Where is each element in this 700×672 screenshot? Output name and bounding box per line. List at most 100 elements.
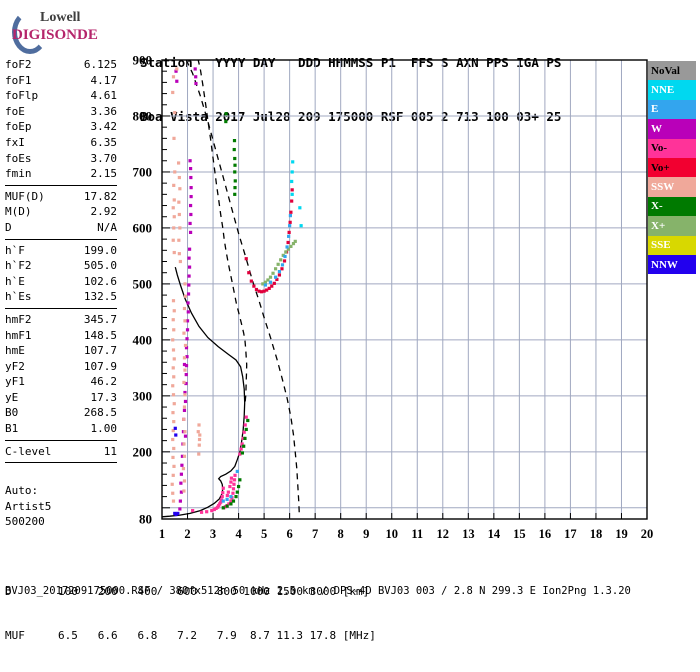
param-row-b0: B0 268.5 — [5, 405, 117, 421]
svg-text:400: 400 — [133, 332, 153, 347]
param-divider — [5, 439, 117, 441]
logo-arc-icon — [12, 10, 48, 54]
legend-item-ssw[interactable]: SSW — [648, 177, 696, 197]
svg-text:19: 19 — [615, 527, 628, 541]
param-divider — [5, 307, 117, 309]
svg-text:9: 9 — [363, 527, 369, 541]
param-key: B0 — [5, 406, 19, 420]
param-divider — [5, 462, 117, 464]
param-value: 4.61 — [90, 89, 118, 103]
plot-echo-points — [170, 67, 303, 517]
svg-text:15: 15 — [513, 527, 526, 541]
param-key: foF2 — [5, 58, 32, 71]
svg-text:700: 700 — [133, 164, 153, 179]
svg-text:13: 13 — [462, 527, 475, 541]
param-row-hes: h`Es 132.5 — [5, 289, 117, 305]
param-value: 2.92 — [90, 205, 118, 219]
plot-ticks — [161, 59, 648, 520]
muf-distance-row: D 100 200 400 600 800 1000 1500 3000 [km… — [5, 585, 370, 598]
param-row-yf2: yF2 107.9 — [5, 359, 117, 375]
param-value: 11 — [103, 444, 117, 458]
param-value: 505.0 — [83, 259, 117, 273]
param-key: B1 — [5, 422, 19, 436]
svg-text:7: 7 — [312, 527, 318, 541]
legend-item-x[interactable]: X+ — [648, 216, 696, 236]
param-key: M(D) — [5, 205, 32, 219]
param-value: 148.5 — [83, 328, 117, 342]
param-divider — [5, 238, 117, 240]
param-value: 132.5 — [83, 290, 117, 304]
legend-item-e[interactable]: E — [648, 99, 696, 120]
param-row-mufd: MUF(D) 17.82 — [5, 189, 117, 205]
plot-frame — [161, 59, 648, 520]
param-value: 102.6 — [83, 274, 117, 288]
param-value: 1.00 — [90, 422, 118, 436]
svg-text:200: 200 — [133, 444, 153, 459]
legend-item-nnw[interactable]: NNW — [648, 254, 696, 275]
muf-table: D 100 200 400 600 800 1000 1500 3000 [km… — [5, 556, 376, 672]
polarization-legend[interactable]: NoVal NNE E W Vo- Vo+ SSW X- X+ SSE NNW — [648, 61, 696, 275]
param-row-fof2: foF2 6.125 — [5, 57, 117, 73]
param-key: hmE — [5, 344, 25, 358]
muf-frequency-row: MUF 6.5 6.6 6.8 7.2 7.9 8.7 11.3 17.8 [M… — [5, 628, 376, 642]
svg-text:3: 3 — [210, 527, 216, 541]
param-key: hmF2 — [5, 312, 32, 326]
svg-text:900: 900 — [133, 53, 153, 68]
param-row-b1: B1 1.00 — [5, 421, 117, 437]
svg-text:18: 18 — [590, 527, 603, 541]
legend-item-noval[interactable]: NoVal — [648, 61, 696, 81]
legend-item-x[interactable]: X- — [648, 196, 696, 217]
param-key: h`Es — [5, 290, 32, 304]
param-row-fmin: fmin 2.15 — [5, 166, 117, 182]
param-row-md: M(D) 2.92 — [5, 204, 117, 220]
legend-item-sse[interactable]: SSE — [648, 235, 696, 255]
param-key: MUF(D) — [5, 189, 45, 203]
svg-text:80: 80 — [139, 512, 152, 527]
param-key: D — [5, 220, 12, 234]
plot-model-lines — [161, 59, 300, 518]
param-value: 17.82 — [83, 189, 117, 203]
svg-text:4: 4 — [235, 527, 242, 541]
param-row-ye: yE 17.3 — [5, 390, 117, 406]
svg-text:2: 2 — [184, 527, 190, 541]
param-row-foes: foEs 3.70 — [5, 151, 117, 167]
ionogram-parameter-table: foF2 6.125 foF1 4.17 foFlp 4.61 foE 3.36 foEp 3.4… — [5, 57, 117, 466]
legend-item-nne[interactable]: NNE — [648, 80, 696, 100]
svg-text:500: 500 — [133, 276, 153, 291]
auto-line-0: Auto: — [5, 484, 39, 497]
svg-text:8: 8 — [338, 527, 344, 541]
param-row-foflp: foFlp 4.61 — [5, 88, 117, 104]
param-row-fof1: foF1 4.17 — [5, 73, 117, 89]
param-key: h`E — [5, 274, 25, 288]
auto-line-2: 500200 — [5, 515, 45, 528]
station-header: Station YYYY DAY DDD HHMMSS P1 FFS S AXN… — [140, 18, 561, 162]
legend-item-vo[interactable]: Vo+ — [648, 157, 696, 178]
param-value: 345.7 — [83, 312, 117, 326]
digisonde-logo: Lowell DIGISONDE — [10, 6, 130, 54]
legend-item-vo[interactable]: Vo- — [648, 138, 696, 158]
param-key: C-level — [5, 444, 52, 458]
legend-item-w[interactable]: W — [648, 119, 696, 139]
param-row-hf2: h`F2 505.0 — [5, 258, 117, 274]
param-row-yf1: yF1 46.2 — [5, 374, 117, 390]
param-value: 46.2 — [90, 375, 118, 389]
svg-text:600: 600 — [133, 220, 153, 235]
svg-text:11: 11 — [411, 527, 423, 541]
param-key: hmF1 — [5, 328, 32, 342]
param-row-hmf2: hmF2 345.7 — [5, 312, 117, 328]
param-key: foEp — [5, 120, 32, 134]
param-value: N/A — [97, 220, 117, 234]
param-key: fmin — [5, 167, 32, 181]
param-value: 17.3 — [90, 390, 118, 404]
param-row-hme: hmE 107.7 — [5, 343, 117, 359]
param-key: foE — [5, 104, 25, 118]
header-column-labels: Station YYYY DAY DDD HHMMSS P1 FFS S AXN… — [140, 55, 562, 70]
param-key: foF1 — [5, 73, 32, 87]
param-value: 4.17 — [90, 73, 118, 87]
svg-text:10: 10 — [385, 527, 398, 541]
param-key: yF1 — [5, 375, 25, 389]
param-value: 3.36 — [90, 104, 118, 118]
svg-text:300: 300 — [133, 388, 153, 403]
